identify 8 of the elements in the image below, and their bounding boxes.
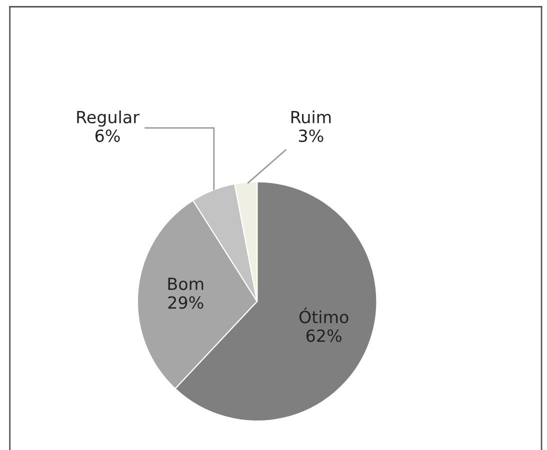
slice-label: Ruim bbox=[291, 110, 331, 124]
data-label: 62% bbox=[306, 329, 342, 342]
data-label: 3% bbox=[298, 129, 324, 142]
slice-label: Bom bbox=[168, 278, 204, 290]
data-label: 29% bbox=[168, 296, 204, 309]
slice-label: Regular bbox=[77, 110, 140, 127]
data-label: 6% bbox=[95, 129, 120, 142]
slice-label: Ótimo bbox=[299, 308, 348, 324]
